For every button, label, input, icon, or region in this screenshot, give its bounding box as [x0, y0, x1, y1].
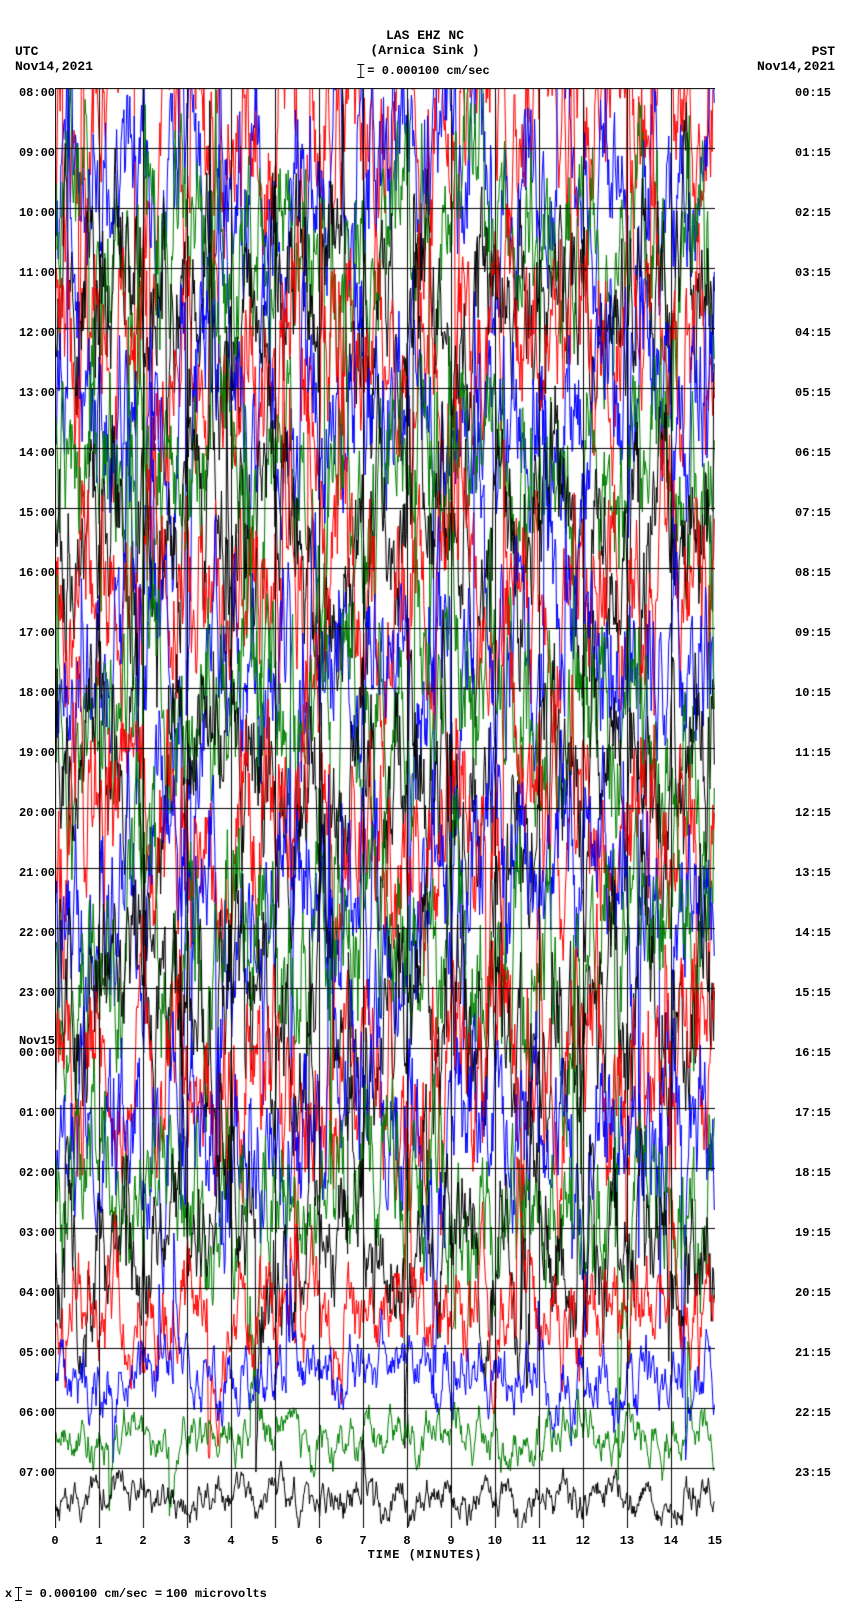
pst-time-label: 12:15 — [795, 806, 831, 820]
utc-time-label: 22:00 — [19, 926, 55, 940]
minute-tick-label: 2 — [139, 1534, 146, 1548]
tz-right-block: PST Nov14,2021 — [757, 44, 835, 74]
utc-time-label: 03:00 — [19, 1226, 55, 1240]
pst-time-label: 21:15 — [795, 1346, 831, 1360]
minute-tick-label: 7 — [359, 1534, 366, 1548]
footnote-x: x — [5, 1587, 12, 1601]
pst-time-label: 17:15 — [795, 1106, 831, 1120]
minute-tick-label: 8 — [403, 1534, 410, 1548]
helicorder-canvas — [55, 88, 715, 1528]
utc-time-label: 02:00 — [19, 1166, 55, 1180]
pst-time-label: 11:15 — [795, 746, 831, 760]
pst-time-label: 04:15 — [795, 326, 831, 340]
utc-time-label: 01:00 — [19, 1106, 55, 1120]
xaxis-title: TIME (MINUTES) — [368, 1548, 483, 1562]
scale-top-text: = 0.000100 cm/sec — [367, 64, 489, 78]
pst-time-label: 09:15 — [795, 626, 831, 640]
tz-left-date: Nov14,2021 — [15, 59, 93, 74]
utc-time-label: 23:00 — [19, 986, 55, 1000]
utc-time-label: 10:00 — [19, 206, 55, 220]
pst-time-label: 19:15 — [795, 1226, 831, 1240]
minute-tick-label: 0 — [51, 1534, 58, 1548]
utc-time-label: 07:00 — [19, 1466, 55, 1480]
minute-tick-label: 4 — [227, 1534, 234, 1548]
utc-time-label: 21:00 — [19, 866, 55, 880]
utc-time-label: 17:00 — [19, 626, 55, 640]
minute-tick-label: 10 — [488, 1534, 502, 1548]
scale-indicator-top: = 0.000100 cm/sec — [360, 64, 489, 78]
utc-time-label: 13:00 — [19, 386, 55, 400]
utc-time-label: 16:00 — [19, 566, 55, 580]
utc-time-label: 12:00 — [19, 326, 55, 340]
utc-time-label: 15:00 — [19, 506, 55, 520]
pst-time-label: 01:15 — [795, 146, 831, 160]
utc-time-label: 20:00 — [19, 806, 55, 820]
utc-time-label: 18:00 — [19, 686, 55, 700]
minute-tick-label: 1 — [95, 1534, 102, 1548]
tz-left-label: UTC — [15, 44, 93, 59]
minute-tick-label: 15 — [708, 1534, 722, 1548]
scale-bar-icon — [18, 1587, 19, 1601]
pst-time-label: 05:15 — [795, 386, 831, 400]
station-code: LAS EHZ NC — [0, 28, 850, 43]
utc-time-label: 05:00 — [19, 1346, 55, 1360]
station-name: (Arnica Sink ) — [0, 43, 850, 58]
scale-bar-icon — [360, 64, 361, 78]
utc-time-label: 08:00 — [19, 86, 55, 100]
minute-tick-label: 12 — [576, 1534, 590, 1548]
pst-time-label: 13:15 — [795, 866, 831, 880]
utc-time-label: 14:00 — [19, 446, 55, 460]
pst-time-label: 18:15 — [795, 1166, 831, 1180]
pst-time-label: 03:15 — [795, 266, 831, 280]
pst-time-label: 06:15 — [795, 446, 831, 460]
minute-tick-label: 11 — [532, 1534, 546, 1548]
utc-time-label: 04:00 — [19, 1286, 55, 1300]
utc-time-label: 11:00 — [19, 266, 55, 280]
utc-time-label: 00:00 — [19, 1046, 55, 1060]
pst-time-label: 14:15 — [795, 926, 831, 940]
pst-time-label: 02:15 — [795, 206, 831, 220]
pst-time-label: 10:15 — [795, 686, 831, 700]
minute-tick-label: 5 — [271, 1534, 278, 1548]
tz-left-block: UTC Nov14,2021 — [15, 44, 93, 74]
minute-tick-label: 6 — [315, 1534, 322, 1548]
scale-footnote: x = 0.000100 cm/sec = 100 microvolts — [5, 1587, 267, 1601]
pst-time-label: 08:15 — [795, 566, 831, 580]
pst-time-label: 23:15 — [795, 1466, 831, 1480]
minute-tick-label: 9 — [447, 1534, 454, 1548]
helicorder-plot — [55, 88, 715, 1528]
pst-time-label: 20:15 — [795, 1286, 831, 1300]
minute-tick-label: 13 — [620, 1534, 634, 1548]
utc-time-label: 06:00 — [19, 1406, 55, 1420]
minute-tick-label: 3 — [183, 1534, 190, 1548]
utc-time-label: 09:00 — [19, 146, 55, 160]
tz-right-date: Nov14,2021 — [757, 59, 835, 74]
pst-time-label: 16:15 — [795, 1046, 831, 1060]
minute-tick-label: 14 — [664, 1534, 678, 1548]
pst-time-label: 22:15 — [795, 1406, 831, 1420]
footnote-uv: 100 microvolts — [166, 1587, 267, 1601]
pst-time-label: 15:15 — [795, 986, 831, 1000]
pst-time-label: 07:15 — [795, 506, 831, 520]
utc-time-label: 19:00 — [19, 746, 55, 760]
footnote-eq: = 0.000100 cm/sec = — [25, 1587, 162, 1601]
pst-time-label: 00:15 — [795, 86, 831, 100]
station-header: LAS EHZ NC (Arnica Sink ) — [0, 28, 850, 58]
tz-right-label: PST — [757, 44, 835, 59]
